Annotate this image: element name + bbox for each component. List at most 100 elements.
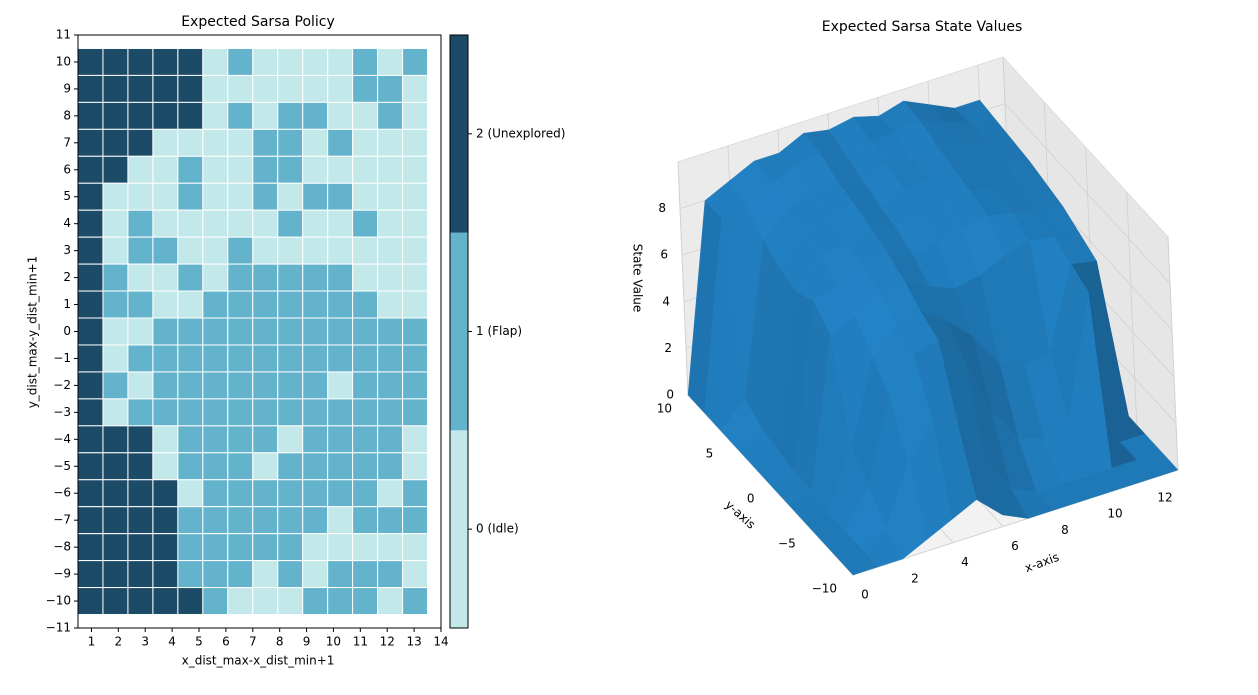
heatmap-cell <box>102 209 129 238</box>
z-tick-label: 6 <box>660 248 668 262</box>
heatmap-cell <box>202 533 229 562</box>
heatmap-cell <box>202 263 229 292</box>
heatmap-cell <box>252 344 279 373</box>
heatmap-cell <box>277 587 304 616</box>
heatmap-cell <box>302 128 329 157</box>
heatmap-cell <box>327 236 354 265</box>
heatmap-cell <box>302 263 329 292</box>
heatmap-cell <box>227 344 254 373</box>
x-tick-label: 0 <box>861 588 869 602</box>
heatmap-cell <box>102 425 129 454</box>
y-tick-label: −10 <box>812 582 837 596</box>
heatmap-cell <box>277 533 304 562</box>
heatmap-cell <box>227 209 254 238</box>
heatmap-cell <box>302 533 329 562</box>
heatmap-cell <box>327 263 354 292</box>
heatmap-cell <box>352 371 379 400</box>
heatmap-cell <box>402 47 429 76</box>
y-tick-label: 5 <box>706 447 714 461</box>
heatmap-cell <box>402 506 429 535</box>
heatmap-cell <box>102 47 129 76</box>
surface-title: Expected Sarsa State Values <box>822 19 1023 35</box>
heatmap-cell <box>177 74 204 103</box>
heatmap-cell <box>277 452 304 481</box>
heatmap-cell <box>152 506 179 535</box>
heatmap-cell <box>252 155 279 184</box>
heatmap-cell <box>177 47 204 76</box>
heatmap-cell <box>302 182 329 211</box>
grid-line <box>677 161 689 396</box>
heatmap-cell <box>177 317 204 346</box>
heatmap-cell <box>102 398 129 427</box>
heatmap-cell <box>402 182 429 211</box>
x-tick-label: 8 <box>276 635 284 649</box>
heatmap-cell <box>252 263 279 292</box>
heatmap-cell <box>302 344 329 373</box>
heatmap-cell <box>202 74 229 103</box>
heatmap-cell <box>377 560 404 589</box>
heatmap-cell <box>377 263 404 292</box>
heatmap-cell <box>252 236 279 265</box>
z-tick-label: 0 <box>666 388 674 402</box>
heatmap-cell <box>227 560 254 589</box>
heatmap-cell <box>402 452 429 481</box>
surface-face <box>836 548 879 576</box>
heatmap-cell <box>352 290 379 319</box>
heatmap-cell <box>77 533 104 562</box>
heatmap-cell <box>302 560 329 589</box>
heatmap-cell <box>202 47 229 76</box>
heatmap-cell <box>202 506 229 535</box>
x-tick-label: 11 <box>353 635 368 649</box>
colorbar-tick-label: 1 (Flap) <box>476 324 522 338</box>
heatmap-cell <box>202 155 229 184</box>
heatmap-cell <box>127 533 154 562</box>
heatmap-cell <box>377 128 404 157</box>
heatmap-cell <box>302 398 329 427</box>
heatmap-cell <box>302 506 329 535</box>
heatmap-cell <box>302 47 329 76</box>
y-tick-label: 2 <box>63 270 71 284</box>
heatmap-cell <box>327 74 354 103</box>
heatmap-cell <box>127 452 154 481</box>
heatmap-cell <box>302 587 329 616</box>
heatmap-cell <box>377 398 404 427</box>
heatmap-cell <box>377 506 404 535</box>
x-axis-label: x_dist_max-x_dist_min+1 <box>182 654 335 668</box>
y-tick-label: 1 <box>63 297 71 311</box>
heatmap-cell <box>327 344 354 373</box>
heatmap-cell <box>177 101 204 130</box>
y-axis-label: y_dist_max-y_dist_min+1 <box>26 256 40 409</box>
y-tick-label: 8 <box>63 108 71 122</box>
y-tick-label: 10 <box>657 402 672 416</box>
heatmap-cell <box>77 236 104 265</box>
heatmap-cell <box>277 398 304 427</box>
y-tick-label: −1 <box>53 351 71 365</box>
heatmap-cell <box>327 182 354 211</box>
heatmap-cell <box>202 236 229 265</box>
heatmap-cell <box>227 128 254 157</box>
heatmap-cell <box>402 533 429 562</box>
colorbar-segment <box>450 35 468 233</box>
x-tick-label: 4 <box>961 555 969 569</box>
heatmap-cell <box>127 209 154 238</box>
heatmap-cell <box>327 425 354 454</box>
y-tick-label: −10 <box>46 594 71 608</box>
heatmap-cell <box>152 182 179 211</box>
heatmap-cell <box>177 236 204 265</box>
heatmap-cell <box>152 317 179 346</box>
heatmap-cell <box>102 506 129 535</box>
heatmap-cell <box>152 263 179 292</box>
heatmap-cell <box>77 317 104 346</box>
heatmap-cell <box>327 371 354 400</box>
heatmap-cell <box>227 452 254 481</box>
heatmap-cell <box>252 560 279 589</box>
heatmap-cell <box>127 587 154 616</box>
heatmap-cell <box>177 344 204 373</box>
heatmap-cell <box>352 155 379 184</box>
heatmap-cell <box>227 317 254 346</box>
heatmap-cell <box>252 398 279 427</box>
heatmap-cell <box>377 479 404 508</box>
heatmap-cell <box>127 506 154 535</box>
z-tick-label: 2 <box>664 341 672 355</box>
heatmap-cell <box>102 371 129 400</box>
